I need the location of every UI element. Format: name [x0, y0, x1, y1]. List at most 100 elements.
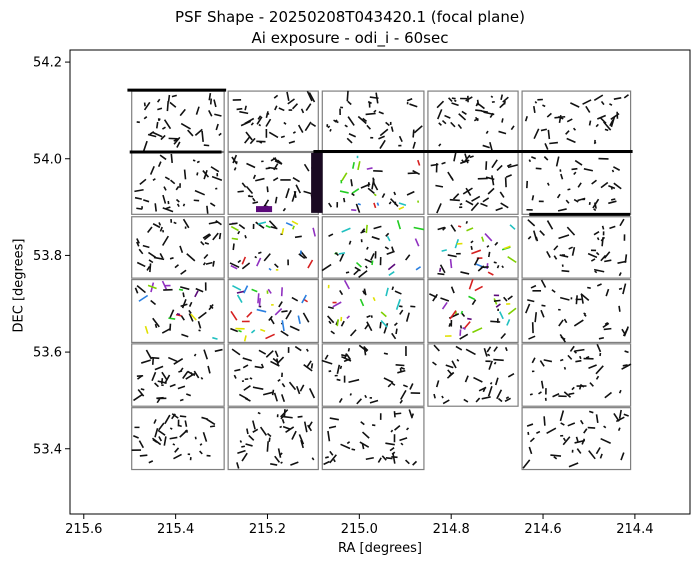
psf-whisker	[624, 254, 628, 263]
psf-whisker	[236, 462, 240, 469]
psf-whisker	[187, 370, 196, 377]
psf-whisker	[436, 109, 443, 120]
psf-whisker	[488, 360, 493, 370]
psf-whisker	[231, 237, 239, 241]
psf-whisker	[490, 95, 494, 99]
psf-whisker	[333, 459, 336, 463]
psf-whisker	[182, 203, 186, 207]
psf-whisker	[134, 188, 144, 193]
psf-whisker	[187, 129, 194, 137]
psf-whisker	[568, 246, 573, 250]
psf-whisker	[507, 164, 518, 169]
psf-whisker	[348, 378, 360, 384]
psf-whisker	[543, 359, 553, 363]
psf-whisker	[570, 102, 580, 108]
psf-whisker	[552, 393, 560, 398]
psf-whisker	[572, 127, 577, 131]
psf-whisker	[161, 280, 168, 290]
psf-whisker	[329, 450, 334, 456]
psf-whisker	[398, 135, 403, 142]
psf-whisker	[351, 192, 355, 197]
psf-whisker	[346, 90, 349, 102]
psf-whisker	[558, 234, 570, 240]
psf-whisker	[391, 246, 395, 252]
psf-whisker	[236, 294, 243, 303]
psf-whisker	[136, 238, 140, 244]
psf-whisker	[493, 299, 501, 302]
psf-whisker	[610, 112, 620, 120]
psf-whisker	[575, 436, 579, 442]
psf-whisker	[341, 355, 352, 362]
psf-whisker	[505, 396, 510, 400]
psf-whisker	[207, 365, 211, 374]
psf-whisker	[474, 116, 479, 122]
psf-whisker	[565, 199, 570, 204]
psf-whisker	[579, 383, 585, 388]
psf-whisker	[561, 269, 570, 273]
psf-whisker	[252, 201, 259, 205]
psf-whisker	[341, 172, 348, 182]
psf-whisker	[394, 290, 402, 295]
psf-whisker	[175, 313, 182, 317]
psf-whisker	[509, 224, 516, 230]
psf-whisker	[280, 135, 285, 139]
psf-whisker	[238, 329, 242, 333]
psf-whisker	[498, 130, 507, 135]
psf-whisker	[340, 320, 345, 327]
psf-whisker	[153, 419, 157, 424]
psf-whisker	[345, 271, 350, 274]
psf-whisker	[327, 125, 331, 129]
psf-whisker	[480, 202, 488, 208]
psf-whisker	[173, 357, 184, 365]
psf-whisker	[501, 265, 505, 269]
psf-whisker	[510, 125, 515, 131]
psf-whisker	[255, 177, 265, 182]
psf-whisker	[567, 188, 571, 191]
psf-whisker	[265, 224, 271, 229]
psf-whisker	[143, 116, 148, 120]
psf-whisker	[260, 363, 265, 369]
psf-whisker	[288, 140, 296, 144]
psf-whisker	[435, 184, 444, 188]
ota-frame	[131, 407, 225, 471]
psf-whisker	[163, 436, 167, 446]
psf-whisker	[228, 222, 238, 226]
psf-whisker	[283, 121, 287, 125]
psf-whisker	[365, 456, 374, 461]
x-tick-label: 215.2	[249, 522, 286, 537]
psf-whisker	[357, 202, 361, 206]
psf-whisker	[417, 159, 421, 166]
psf-whisker	[412, 460, 418, 466]
psf-whisker	[158, 436, 163, 442]
psf-whisker	[185, 393, 192, 397]
psf-whisker	[266, 113, 270, 116]
psf-whisker	[571, 167, 578, 171]
psf-whisker	[553, 245, 559, 251]
psf-whisker	[348, 240, 352, 245]
psf-whisker	[406, 190, 415, 196]
psf-whisker	[241, 182, 247, 188]
psf-whisker	[593, 141, 597, 145]
psf-whisker	[412, 141, 416, 149]
psf-whisker	[458, 113, 467, 121]
psf-whisker	[156, 398, 161, 404]
psf-whisker	[247, 194, 251, 198]
psf-whisker	[292, 225, 295, 230]
psf-whisker	[268, 437, 271, 442]
psf-whisker	[471, 195, 481, 202]
ota-frame	[227, 278, 319, 344]
psf-whisker	[450, 224, 457, 232]
psf-whisker	[194, 189, 205, 196]
psf-whisker	[405, 312, 410, 322]
psf-whisker	[203, 144, 210, 147]
psf-whisker	[332, 301, 342, 308]
psf-whisker	[254, 255, 258, 259]
psf-whisker	[186, 253, 196, 262]
psf-whisker	[506, 319, 511, 326]
psf-whisker	[252, 174, 257, 180]
psf-whisker	[148, 251, 157, 259]
psf-whisker	[300, 439, 304, 449]
psf-whisker	[272, 357, 279, 363]
psf-whisker	[321, 359, 333, 365]
psf-whisker	[341, 227, 351, 233]
